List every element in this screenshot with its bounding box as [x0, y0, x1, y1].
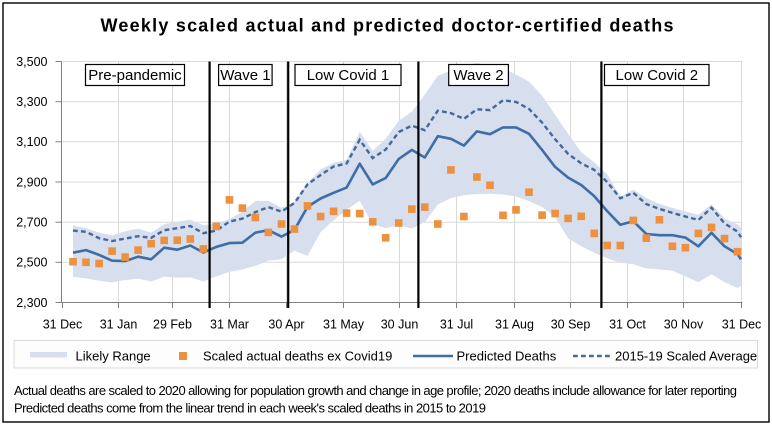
- svg-text:30 Sep: 30 Sep: [551, 318, 591, 332]
- svg-text:3,100: 3,100: [16, 135, 47, 149]
- svg-text:2,900: 2,900: [16, 175, 47, 189]
- svg-text:Pre-pandemic: Pre-pandemic: [88, 67, 182, 84]
- svg-text:Predicted deaths come from the: Predicted deaths come from the linear tr…: [14, 401, 486, 416]
- svg-text:Weekly scaled actual and predi: Weekly scaled actual and predicted docto…: [101, 16, 674, 36]
- svg-text:2015-19 Scaled Average: 2015-19 Scaled Average: [615, 349, 757, 364]
- svg-text:Low Covid 1: Low Covid 1: [307, 67, 390, 84]
- svg-text:Likely Range: Likely Range: [76, 349, 151, 364]
- svg-text:Actual deaths are scaled to 20: Actual deaths are scaled to 2020 allowin…: [14, 383, 737, 398]
- svg-text:31 May: 31 May: [323, 318, 365, 332]
- svg-text:Wave 1: Wave 1: [220, 67, 270, 84]
- svg-text:31 Dec: 31 Dec: [722, 318, 762, 332]
- svg-text:31 Jan: 31 Jan: [100, 318, 138, 332]
- svg-text:Low Covid 2: Low Covid 2: [616, 67, 699, 84]
- svg-text:30 Apr: 30 Apr: [268, 318, 304, 332]
- svg-text:31 Oct: 31 Oct: [609, 318, 646, 332]
- svg-text:30 Nov: 30 Nov: [664, 318, 704, 332]
- svg-text:2,300: 2,300: [16, 296, 47, 310]
- svg-text:31 Dec: 31 Dec: [43, 318, 83, 332]
- svg-text:31 Jul: 31 Jul: [440, 318, 473, 332]
- svg-text:31 Aug: 31 Aug: [495, 318, 534, 332]
- svg-text:Scaled actual deaths ex Covid1: Scaled actual deaths ex Covid19: [203, 349, 392, 364]
- svg-text:Wave 2: Wave 2: [453, 67, 503, 84]
- svg-text:30 Jun: 30 Jun: [381, 318, 419, 332]
- svg-text:2,500: 2,500: [16, 256, 47, 270]
- svg-text:31 Mar: 31 Mar: [210, 318, 249, 332]
- svg-text:Predicted Deaths: Predicted Deaths: [457, 349, 557, 364]
- svg-text:3,500: 3,500: [16, 55, 47, 69]
- svg-text:29 Feb: 29 Feb: [153, 318, 192, 332]
- svg-text:3,300: 3,300: [16, 95, 47, 109]
- svg-text:2,700: 2,700: [16, 216, 47, 230]
